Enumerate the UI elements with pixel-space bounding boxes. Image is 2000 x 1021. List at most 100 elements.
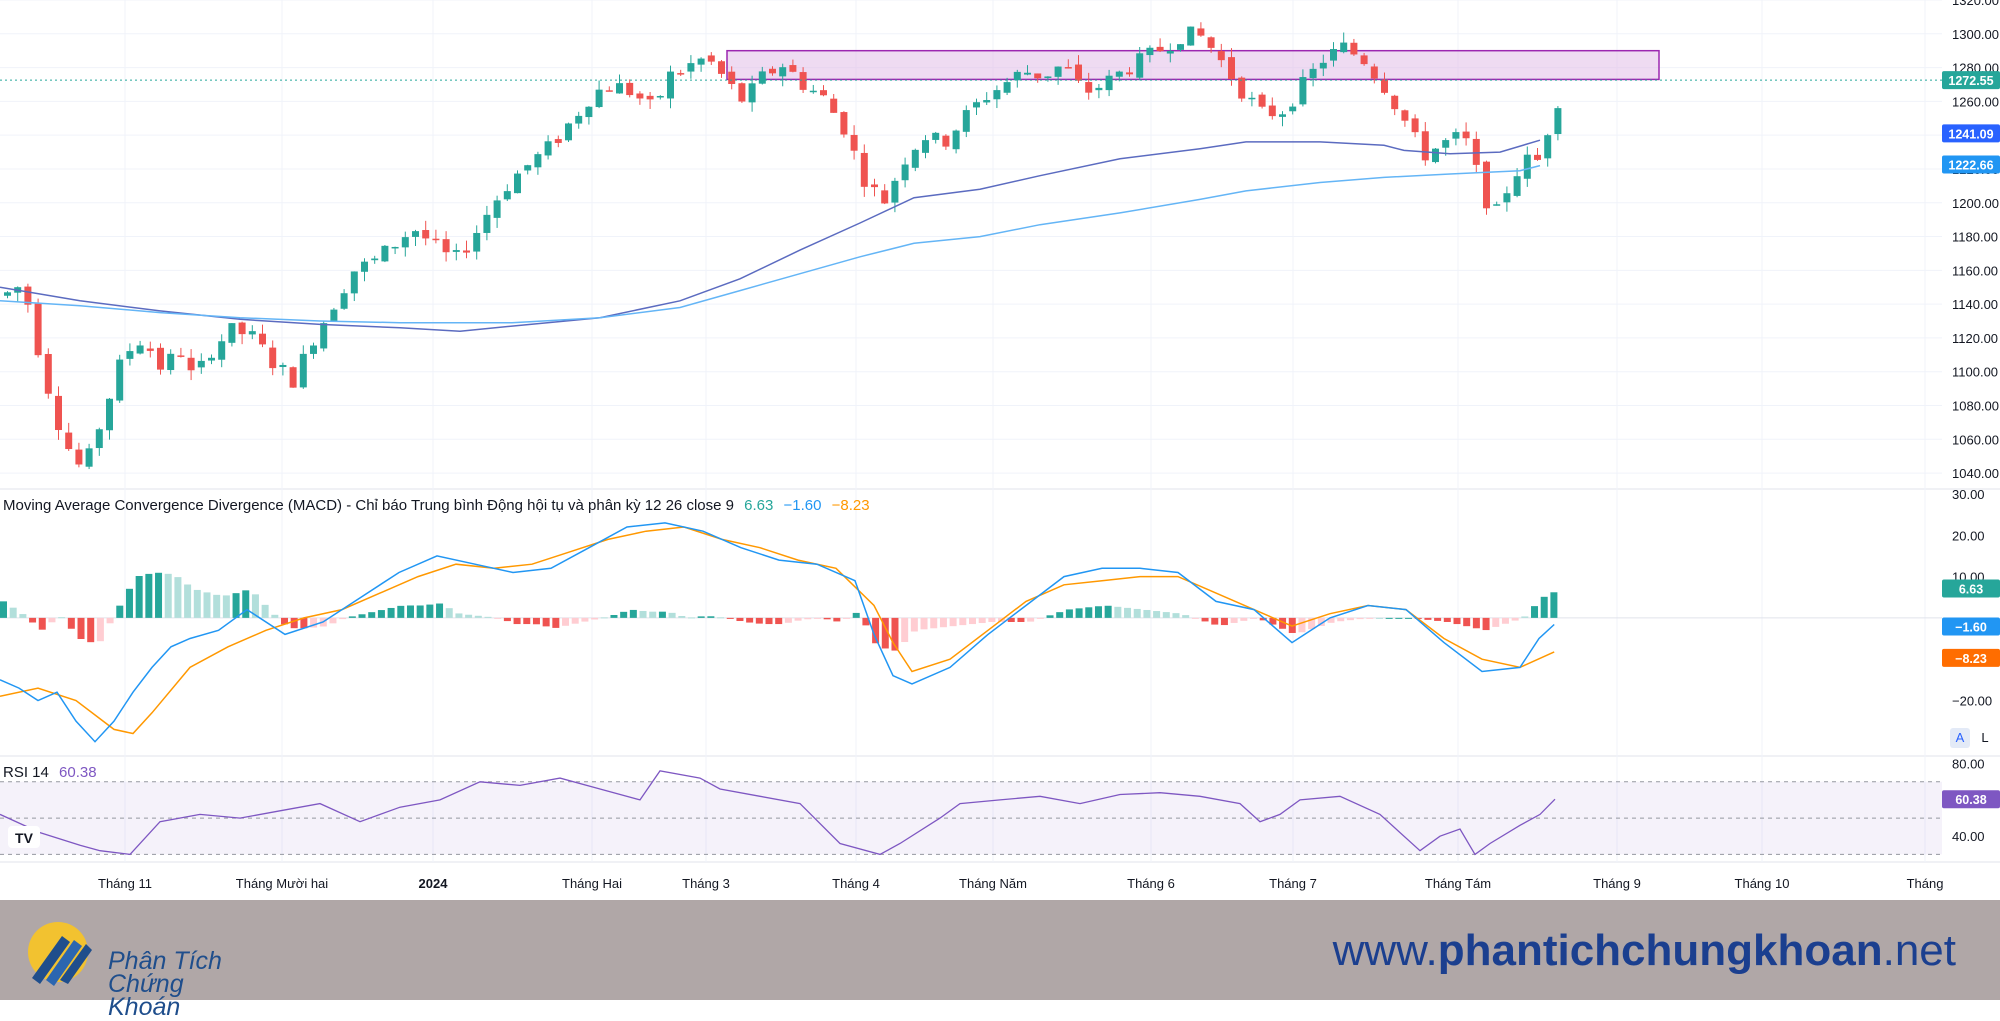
resistance-zone	[726, 49, 1660, 81]
candle-body	[860, 152, 868, 187]
histogram-bar	[1385, 617, 1393, 619]
candle-body	[1534, 154, 1541, 160]
macd-value-line: −1.60	[783, 497, 822, 514]
histogram-bar	[1366, 617, 1374, 619]
histogram-bar	[1356, 617, 1364, 620]
macd-tick-label: 30.00	[1952, 487, 1985, 502]
histogram-bar	[77, 617, 85, 640]
candle-body	[1411, 118, 1419, 133]
candle-body	[656, 95, 664, 98]
histogram-bar	[377, 610, 385, 618]
candle-body	[1054, 66, 1062, 77]
x-tick-label: Tháng 3	[682, 876, 730, 891]
histogram-bar	[164, 573, 172, 618]
candle-body	[452, 250, 460, 252]
histogram-bar	[736, 617, 744, 622]
candle-body	[218, 341, 226, 360]
histogram-bar	[978, 617, 986, 624]
histogram-bar	[1046, 615, 1054, 618]
histogram-bar	[552, 617, 560, 628]
histogram-bar	[106, 617, 114, 624]
histogram-bar	[1056, 612, 1064, 618]
candle-body	[381, 245, 389, 262]
candle-body	[544, 141, 552, 156]
candle-body	[881, 190, 889, 204]
candle-body	[1503, 193, 1511, 203]
candle-body	[514, 173, 521, 194]
candle-body	[1024, 72, 1031, 75]
histogram-bar	[1250, 617, 1258, 619]
candle-body	[1544, 135, 1552, 159]
candle-body	[493, 200, 501, 218]
x-tick-label: Tháng Hai	[562, 876, 622, 891]
histogram-bar	[358, 614, 366, 618]
price-tick-label: 1160.00	[1952, 263, 1998, 278]
histogram-bar	[0, 601, 7, 618]
histogram-bar	[988, 617, 996, 622]
macd-value-histogram: 6.63	[744, 497, 774, 514]
histogram-bar	[707, 616, 715, 618]
histogram-bar	[1182, 615, 1190, 618]
histogram-bar	[1027, 617, 1035, 622]
price-tick-label: 1300.00	[1952, 27, 1999, 42]
x-tick-label: Tháng Tám	[1425, 876, 1491, 891]
candle-body	[44, 353, 52, 394]
macd-line-tag-bg	[1942, 617, 2000, 636]
candle-body	[1330, 49, 1337, 61]
histogram-bar	[1482, 617, 1490, 631]
histogram-bar	[242, 590, 250, 618]
histogram-bar	[1424, 617, 1432, 620]
brand-logo: Phân Tích Chứng Khoán	[22, 918, 262, 1020]
candle-body	[412, 231, 419, 237]
histogram-bar	[939, 617, 947, 628]
candle-body	[1309, 68, 1317, 79]
histogram-bar	[629, 609, 637, 618]
histogram-bar	[852, 612, 860, 618]
rsi-value-tag-bg	[1942, 790, 2000, 809]
candle-body	[259, 333, 266, 345]
histogram-bar	[1143, 609, 1151, 618]
histogram-bar	[1259, 617, 1267, 621]
histogram-bar	[203, 592, 211, 618]
chart-canvas[interactable]: 1040.00 1060.00 1080.00 1100.00 1120.00 1140.…	[0, 0, 2000, 900]
histogram-bar	[368, 612, 376, 618]
candle-body	[554, 139, 562, 143]
candle-body	[667, 71, 674, 99]
candle-body	[789, 65, 797, 72]
histogram-bar	[639, 610, 647, 618]
histogram-bar	[387, 607, 395, 618]
histogram-bar	[1075, 608, 1083, 618]
candle-body	[473, 232, 481, 252]
macd-tick-label: 20.00	[1952, 528, 1985, 543]
candle-body	[1381, 79, 1388, 93]
website-url[interactable]: www.phantichchungkhoan.net	[1333, 926, 1956, 976]
candle-body	[55, 395, 62, 431]
auto-scale-button[interactable]: A	[1950, 728, 1970, 748]
histogram-bar	[823, 617, 831, 620]
rsi-tick-label: 40.00	[1952, 829, 1985, 844]
candle-body	[1136, 53, 1144, 78]
candle-body	[401, 237, 409, 248]
candle-body	[758, 71, 766, 84]
candle-body	[1064, 67, 1072, 69]
price-tick-label: 1320.00	[1952, 0, 1999, 8]
histogram-bar	[1443, 617, 1451, 622]
candle-body	[585, 106, 593, 118]
candle-body	[1228, 57, 1235, 80]
rsi-line	[0, 770, 1556, 856]
price-tick-label: 1140.00	[1952, 297, 1998, 312]
candle-body	[1248, 97, 1256, 100]
histogram-bar	[155, 572, 163, 618]
macd-signal-tag: −8.23	[1955, 652, 1987, 666]
x-tick-label: Tháng 4	[832, 876, 880, 891]
log-scale-button[interactable]: L	[1975, 728, 1995, 748]
histogram-bar	[1298, 617, 1306, 633]
histogram-bar	[48, 617, 56, 623]
candle-body	[75, 449, 83, 465]
ma-slow-tag-bg	[1942, 155, 2000, 174]
x-tick-label: Tháng 7	[1269, 876, 1317, 891]
histogram-bar	[620, 611, 628, 618]
candle-body	[809, 90, 817, 93]
histogram-bar	[1065, 609, 1073, 618]
candle-body	[871, 184, 878, 188]
